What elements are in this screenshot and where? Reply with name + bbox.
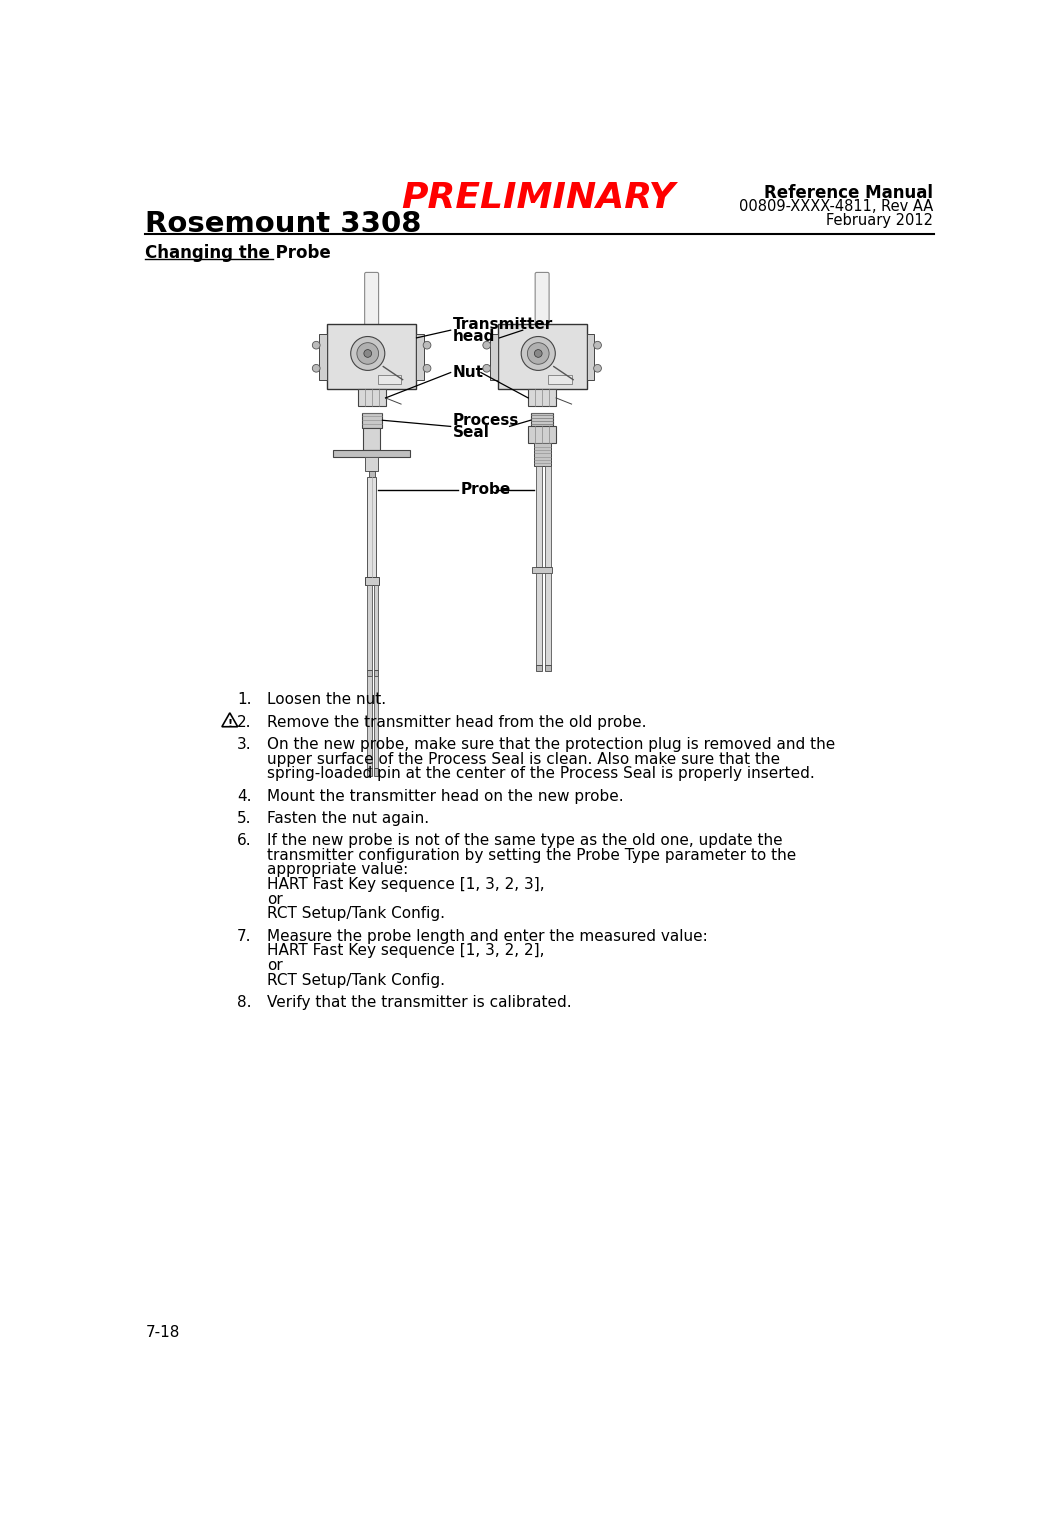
Circle shape bbox=[312, 365, 321, 372]
Text: Mount the transmitter head on the new probe.: Mount the transmitter head on the new pr… bbox=[267, 788, 623, 803]
Bar bbox=[368, 670, 372, 676]
Text: HART Fast Key sequence [1, 3, 2, 2],: HART Fast Key sequence [1, 3, 2, 2], bbox=[267, 943, 544, 958]
Bar bbox=[365, 578, 378, 586]
Bar bbox=[366, 457, 377, 471]
Text: 6.: 6. bbox=[236, 834, 251, 849]
Bar bbox=[531, 413, 553, 427]
Bar bbox=[357, 389, 386, 407]
Text: Transmitter: Transmitter bbox=[453, 316, 553, 331]
Text: RCT Setup/Tank Config.: RCT Setup/Tank Config. bbox=[267, 973, 445, 988]
Bar bbox=[367, 477, 376, 578]
Text: Fasten the nut again.: Fasten the nut again. bbox=[267, 811, 429, 826]
Text: Seal: Seal bbox=[453, 425, 490, 440]
Bar bbox=[586, 334, 595, 380]
Bar bbox=[333, 449, 410, 457]
Text: PRELIMINARY: PRELIMINARY bbox=[401, 182, 675, 215]
Text: Nut: Nut bbox=[453, 365, 485, 380]
Circle shape bbox=[312, 342, 321, 350]
Bar bbox=[363, 428, 380, 449]
Circle shape bbox=[482, 365, 491, 372]
Bar bbox=[536, 666, 541, 672]
Text: Rosemount 3308: Rosemount 3308 bbox=[145, 210, 421, 238]
Text: Probe: Probe bbox=[460, 483, 511, 498]
Text: !: ! bbox=[227, 719, 232, 729]
Bar bbox=[529, 427, 556, 443]
Bar bbox=[536, 573, 541, 666]
Text: On the new probe, make sure that the protection plug is removed and the: On the new probe, make sure that the pro… bbox=[267, 737, 836, 752]
Text: Loosen the nut.: Loosen the nut. bbox=[267, 693, 386, 707]
Bar bbox=[368, 586, 372, 670]
Text: 00809-XXXX-4811, Rev AA: 00809-XXXX-4811, Rev AA bbox=[739, 198, 933, 213]
Bar bbox=[534, 443, 551, 466]
Text: 7.: 7. bbox=[236, 929, 251, 944]
FancyBboxPatch shape bbox=[365, 272, 378, 325]
Bar bbox=[536, 466, 541, 566]
Bar bbox=[532, 566, 552, 573]
Text: HART Fast Key sequence [1, 3, 2, 3],: HART Fast Key sequence [1, 3, 2, 3], bbox=[267, 878, 544, 893]
Bar bbox=[320, 334, 327, 380]
Text: Measure the probe length and enter the measured value:: Measure the probe length and enter the m… bbox=[267, 929, 707, 944]
Circle shape bbox=[424, 342, 431, 350]
Bar bbox=[373, 586, 378, 670]
Bar bbox=[545, 573, 551, 666]
Bar bbox=[362, 413, 382, 428]
Text: 8.: 8. bbox=[236, 996, 251, 1009]
Circle shape bbox=[594, 365, 601, 372]
Text: February 2012: February 2012 bbox=[826, 212, 933, 227]
Bar bbox=[369, 471, 375, 477]
Text: 5.: 5. bbox=[236, 811, 251, 826]
Circle shape bbox=[482, 342, 491, 350]
Bar bbox=[368, 769, 372, 776]
Text: Verify that the transmitter is calibrated.: Verify that the transmitter is calibrate… bbox=[267, 996, 572, 1009]
Bar bbox=[373, 769, 378, 776]
FancyBboxPatch shape bbox=[535, 272, 549, 325]
Text: spring-loaded pin at the center of the Process Seal is properly inserted.: spring-loaded pin at the center of the P… bbox=[267, 766, 815, 781]
Bar bbox=[545, 666, 551, 672]
Text: head: head bbox=[453, 328, 495, 343]
Bar bbox=[377, 375, 401, 384]
Text: 7-18: 7-18 bbox=[145, 1325, 180, 1341]
Text: 2.: 2. bbox=[236, 714, 251, 729]
Bar bbox=[497, 324, 586, 389]
Bar bbox=[327, 324, 416, 389]
Bar bbox=[416, 334, 424, 380]
Bar bbox=[373, 676, 378, 769]
Circle shape bbox=[424, 365, 431, 372]
Circle shape bbox=[534, 350, 542, 357]
Circle shape bbox=[528, 342, 549, 365]
Text: Remove the transmitter head from the old probe.: Remove the transmitter head from the old… bbox=[267, 714, 646, 729]
Text: transmitter configuration by setting the Probe Type parameter to the: transmitter configuration by setting the… bbox=[267, 847, 797, 862]
Circle shape bbox=[364, 350, 372, 357]
Circle shape bbox=[594, 342, 601, 350]
Bar bbox=[529, 389, 556, 407]
Text: Changing the Probe: Changing the Probe bbox=[145, 244, 331, 262]
Text: Reference Manual: Reference Manual bbox=[764, 185, 933, 203]
Circle shape bbox=[351, 336, 385, 371]
Bar bbox=[545, 466, 551, 566]
Text: 4.: 4. bbox=[236, 788, 251, 803]
Circle shape bbox=[357, 342, 378, 365]
Text: or: or bbox=[267, 958, 283, 973]
Bar bbox=[490, 334, 497, 380]
Text: or: or bbox=[267, 891, 283, 906]
Bar bbox=[549, 375, 572, 384]
Text: If the new probe is not of the same type as the old one, update the: If the new probe is not of the same type… bbox=[267, 834, 783, 849]
Bar bbox=[368, 676, 372, 769]
Text: RCT Setup/Tank Config.: RCT Setup/Tank Config. bbox=[267, 906, 445, 921]
Text: 1.: 1. bbox=[236, 693, 251, 707]
Text: 3.: 3. bbox=[236, 737, 251, 752]
Text: Process: Process bbox=[453, 413, 519, 428]
Text: appropriate value:: appropriate value: bbox=[267, 862, 408, 878]
Bar bbox=[373, 670, 378, 676]
Text: upper surface of the Process Seal is clean. Also make sure that the: upper surface of the Process Seal is cle… bbox=[267, 752, 780, 767]
Circle shape bbox=[521, 336, 555, 371]
Polygon shape bbox=[222, 713, 238, 726]
